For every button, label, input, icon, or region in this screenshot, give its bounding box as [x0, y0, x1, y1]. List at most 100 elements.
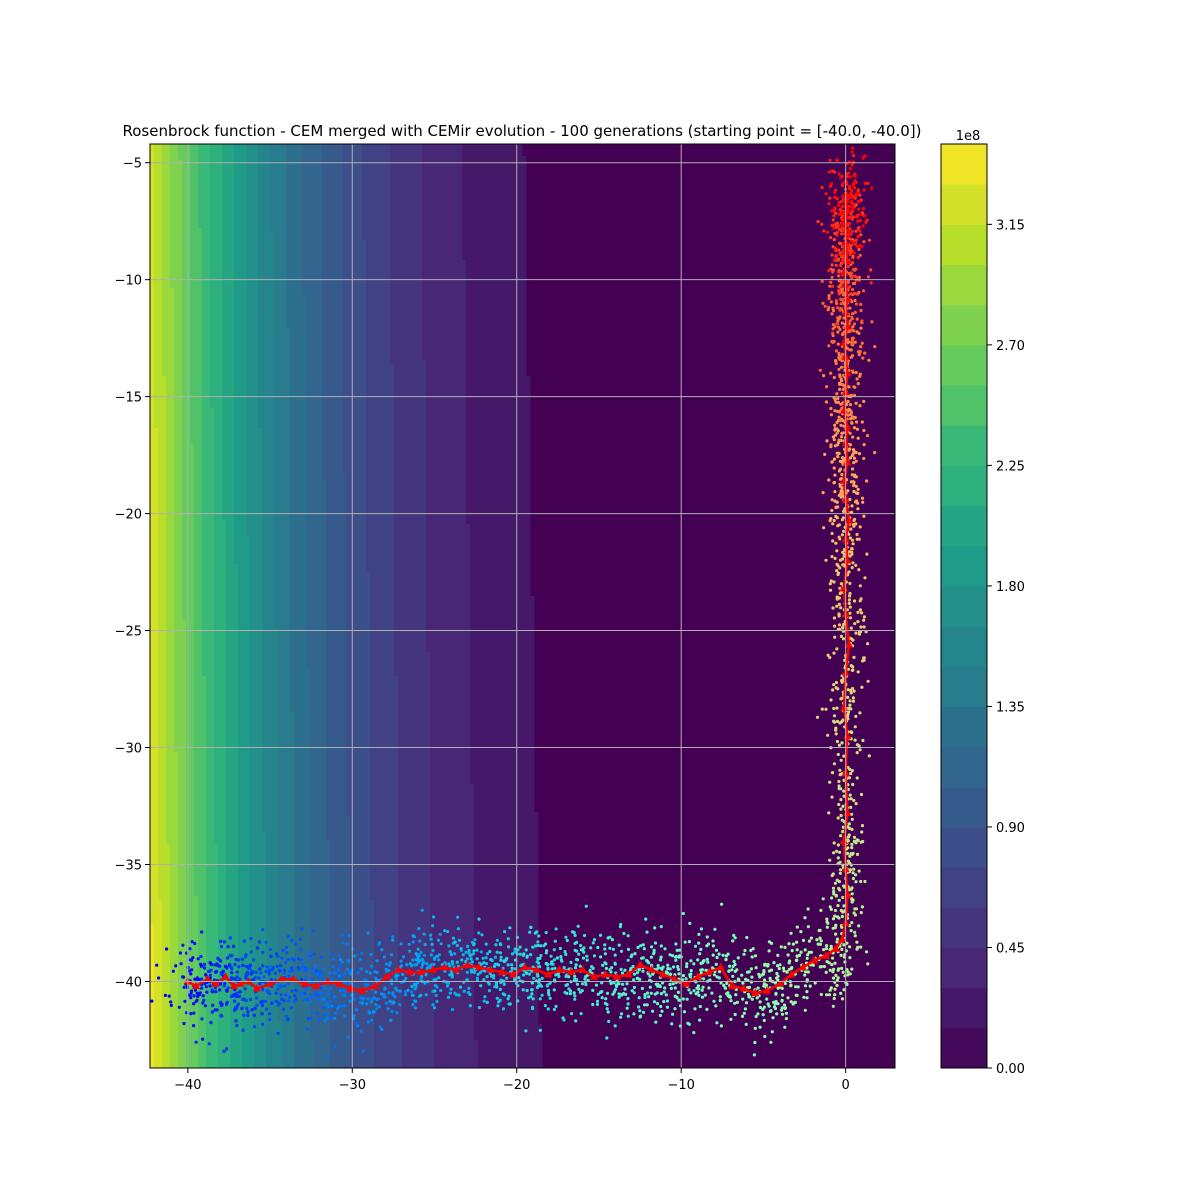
sample-point — [368, 1010, 371, 1013]
sample-point — [674, 942, 677, 945]
sample-point — [822, 526, 825, 529]
sample-point — [857, 248, 860, 251]
sample-point — [395, 978, 398, 981]
sample-point — [829, 519, 832, 522]
sample-point — [857, 382, 860, 385]
sample-point — [840, 759, 843, 762]
sample-point — [651, 1010, 654, 1013]
sample-point — [689, 973, 692, 976]
sample-point — [861, 840, 864, 843]
sample-point — [860, 611, 863, 614]
sample-point — [553, 958, 556, 961]
sample-point — [863, 615, 866, 618]
sample-point — [773, 1005, 776, 1008]
sample-point — [862, 457, 865, 460]
sample-point — [858, 230, 861, 233]
sample-point — [241, 958, 244, 961]
sample-point — [623, 988, 626, 991]
sample-point — [246, 1010, 249, 1013]
sample-point — [202, 994, 205, 997]
sample-point — [863, 625, 866, 628]
sample-point — [854, 725, 857, 728]
sample-point — [218, 988, 221, 991]
sample-point — [776, 964, 779, 967]
sample-point — [702, 977, 705, 980]
sample-point — [850, 730, 853, 733]
sample-point — [576, 983, 579, 986]
sample-point — [476, 973, 479, 976]
sample-point — [829, 589, 832, 592]
sample-point — [852, 696, 855, 699]
sample-point — [841, 321, 844, 324]
sample-point — [666, 1006, 669, 1009]
sample-point — [326, 1017, 329, 1020]
sample-point — [155, 964, 158, 967]
sample-point — [189, 1012, 192, 1015]
sample-point — [391, 991, 394, 994]
sample-point — [846, 175, 849, 178]
sample-point — [848, 348, 851, 351]
sample-point — [412, 934, 415, 937]
sample-point — [810, 937, 813, 940]
sample-point — [277, 1032, 280, 1035]
sample-point — [643, 993, 646, 996]
sample-point — [429, 963, 432, 966]
sample-point — [465, 978, 468, 981]
sample-point — [734, 993, 737, 996]
sample-point — [553, 1008, 556, 1011]
sample-point — [839, 798, 842, 801]
sample-point — [730, 968, 733, 971]
sample-point — [341, 1005, 344, 1008]
sample-point — [639, 1015, 642, 1018]
sample-point — [853, 475, 856, 478]
sample-point — [852, 525, 855, 528]
sample-point — [715, 963, 718, 966]
sample-point — [472, 949, 475, 952]
sample-point — [488, 982, 491, 985]
sample-point — [828, 294, 831, 297]
sample-point — [391, 939, 394, 942]
sample-point — [831, 263, 834, 266]
sample-point — [867, 359, 870, 362]
sample-point — [855, 302, 858, 305]
sample-point — [837, 368, 840, 371]
sample-point — [232, 945, 235, 948]
sample-point — [539, 944, 542, 947]
sample-point — [820, 965, 823, 968]
sample-point — [831, 532, 834, 535]
sample-point — [862, 429, 865, 432]
sample-point — [580, 948, 583, 951]
sample-point — [733, 963, 736, 966]
sample-point — [850, 691, 853, 694]
sample-point — [254, 976, 257, 979]
sample-point — [589, 969, 592, 972]
sample-point — [269, 948, 272, 951]
sample-point — [280, 957, 283, 960]
sample-point — [460, 958, 463, 961]
sample-point — [457, 927, 460, 930]
sample-point — [230, 995, 233, 998]
sample-point — [452, 937, 455, 940]
sample-point — [699, 1005, 702, 1008]
sample-point — [777, 987, 780, 990]
sample-point — [835, 159, 838, 162]
sample-point — [737, 978, 740, 981]
sample-point — [863, 880, 866, 883]
sample-point — [851, 325, 854, 328]
sample-point — [270, 1001, 273, 1004]
sample-point — [605, 967, 608, 970]
sample-point — [259, 971, 262, 974]
sample-point — [748, 986, 751, 989]
sample-point — [211, 1004, 214, 1007]
sample-point — [856, 611, 859, 614]
sample-point — [434, 978, 437, 981]
sample-point — [387, 1007, 390, 1010]
sample-point — [482, 978, 485, 981]
sample-point — [375, 998, 378, 1001]
sample-point — [833, 500, 836, 503]
colorbar-band — [941, 224, 987, 265]
sample-point — [440, 942, 443, 945]
sample-point — [291, 989, 294, 992]
sample-point — [851, 261, 854, 264]
sample-point — [847, 385, 850, 388]
